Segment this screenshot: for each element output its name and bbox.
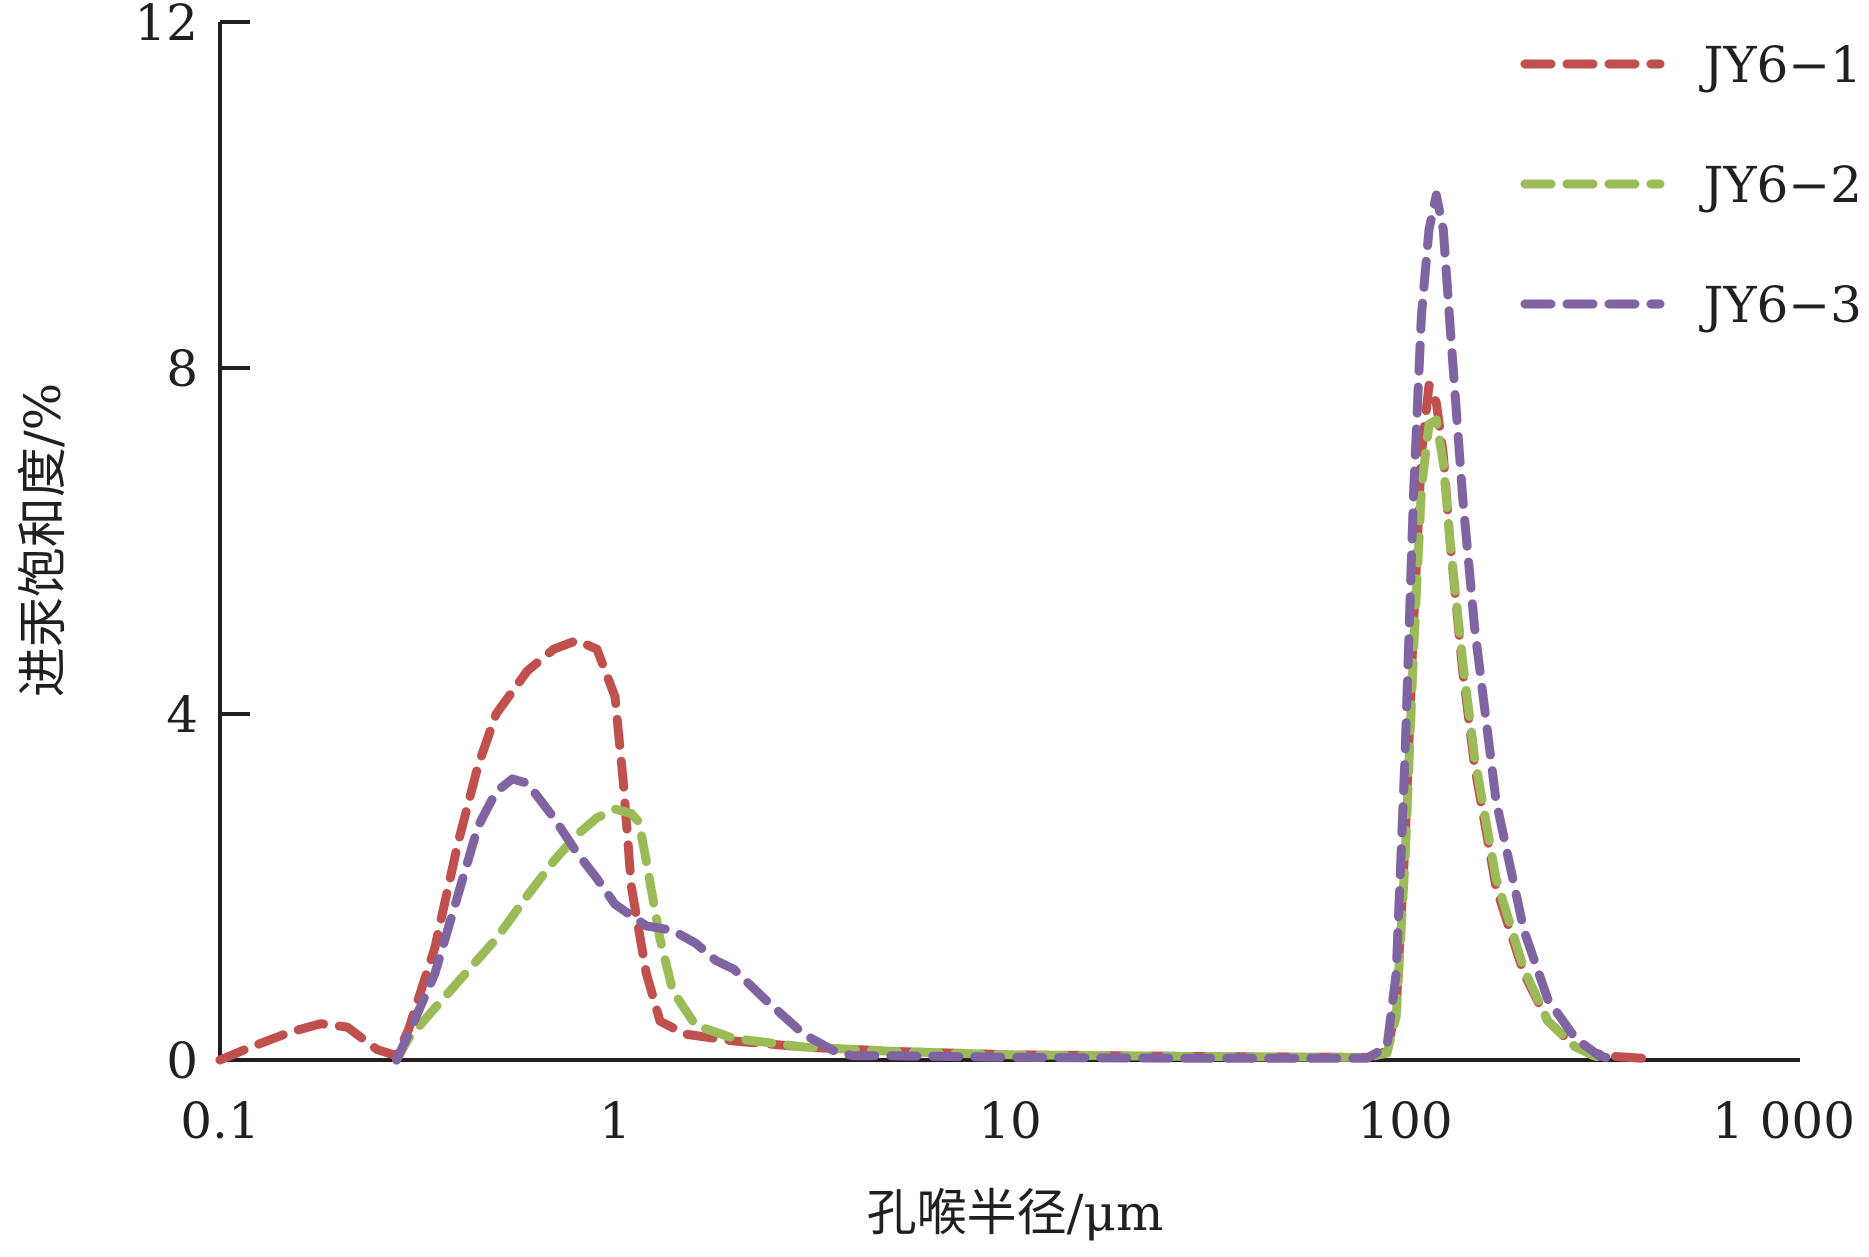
series-layer bbox=[215, 190, 1648, 1065]
x-ticks: 0.1 1 10 100 1 000 bbox=[180, 1092, 1855, 1150]
gridless-plot-area: 0 4 8 12 0.1 1 10 100 1 000 bbox=[134, 0, 1855, 1150]
x-axis-title: 孔喉半径/μm bbox=[867, 1184, 1164, 1242]
legend-label-jy6-3: JY6−3 bbox=[1698, 276, 1862, 334]
y-tick-label: 0 bbox=[166, 1032, 198, 1090]
x-tick-label: 10 bbox=[978, 1092, 1042, 1150]
series-line-jy6-3 bbox=[392, 190, 1615, 1065]
y-ticks: 0 4 8 12 bbox=[134, 0, 250, 1090]
y-tick-label: 12 bbox=[134, 0, 198, 52]
series-line-jy6-2 bbox=[392, 415, 1615, 1065]
legend-label-jy6-2: JY6−2 bbox=[1698, 156, 1862, 214]
x-tick-label: 1 bbox=[599, 1092, 631, 1150]
x-tick-label: 0.1 bbox=[180, 1092, 260, 1150]
legend: JY6−1 JY6−2 JY6−3 bbox=[1520, 36, 1862, 334]
x-tick-label: 1 000 bbox=[1712, 1092, 1855, 1150]
y-axis-title: 进汞饱和度/% bbox=[14, 383, 72, 697]
y-tick-label: 8 bbox=[166, 340, 198, 398]
x-tick-label: 100 bbox=[1357, 1092, 1452, 1150]
y-tick-label: 4 bbox=[166, 686, 198, 744]
series-line-jy6-1 bbox=[215, 380, 1648, 1065]
legend-label-jy6-1: JY6−1 bbox=[1698, 36, 1862, 94]
